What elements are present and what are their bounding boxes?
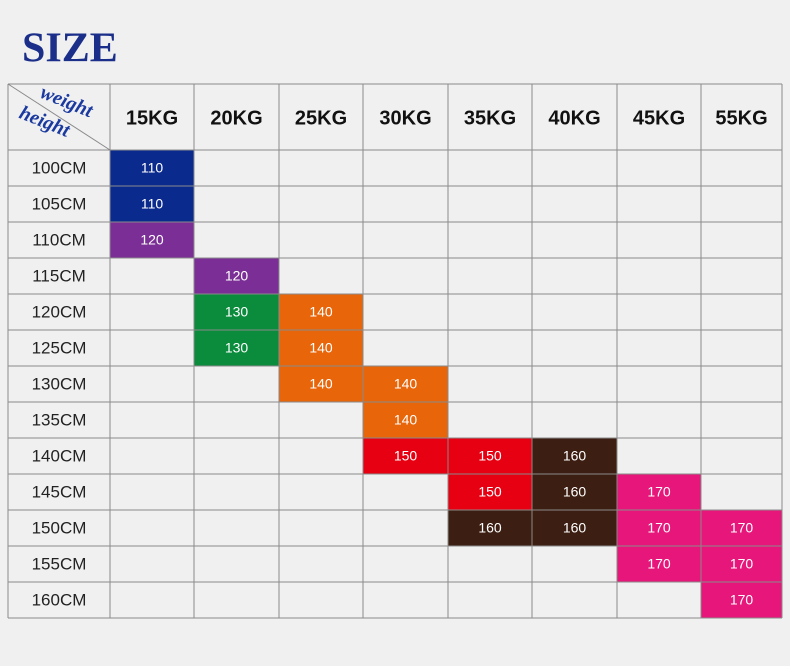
row-header: 130CM [32,374,87,393]
row-header: 105CM [32,194,87,213]
size-value: 110 [141,160,164,176]
size-cell [194,330,279,366]
size-value: 170 [647,484,671,500]
column-header: 40KG [548,107,600,129]
row-header: 140CM [32,446,87,465]
size-cell [110,186,194,222]
size-cell [532,474,617,510]
size-value: 160 [563,520,587,536]
size-cell [363,438,448,474]
size-value: 150 [478,484,502,500]
size-value: 140 [309,376,333,392]
size-cell [363,366,448,402]
row-header: 155CM [32,554,87,573]
size-value: 170 [730,592,754,608]
size-cell [532,510,617,546]
column-header: 15KG [126,107,178,129]
size-cell [448,438,532,474]
row-header: 145CM [32,482,87,501]
row-header: 135CM [32,410,87,429]
size-cell [279,330,363,366]
size-value: 170 [647,556,671,572]
row-header: 160CM [32,590,87,609]
size-value: 120 [140,232,164,248]
size-value: 130 [225,340,249,356]
size-cell [701,582,782,618]
row-header: 110CM [32,230,86,249]
size-cell [194,294,279,330]
size-cell [363,402,448,438]
size-cell [532,438,617,474]
row-header: 125CM [32,338,87,357]
column-header: 30KG [379,107,431,129]
size-cell [279,366,363,402]
size-value: 150 [394,448,418,464]
row-header: 150CM [32,518,87,537]
size-cell [701,546,782,582]
row-header: 120CM [32,302,87,321]
size-cell [617,474,701,510]
size-value: 140 [309,304,333,320]
size-cell [110,222,194,258]
size-value: 130 [225,304,249,320]
column-header: 25KG [295,107,347,129]
size-value: 160 [563,484,587,500]
size-cell [617,546,701,582]
size-cell [701,510,782,546]
column-header: 35KG [464,107,516,129]
size-value: 170 [730,556,754,572]
size-value: 170 [647,520,671,536]
size-cell [617,510,701,546]
size-cell [110,150,194,186]
size-value: 140 [394,412,418,428]
size-cell [448,474,532,510]
size-cell [194,258,279,294]
size-value: 140 [309,340,333,356]
size-value: 140 [394,376,418,392]
grid-lines [7,83,783,619]
size-value: 120 [225,268,249,284]
column-header: 55KG [715,107,767,129]
size-cell [448,510,532,546]
title: SIZE [22,26,118,72]
size-value: 160 [563,448,587,464]
size-value: 110 [141,196,164,212]
row-header: 100CM [32,158,87,177]
row-header: 115CM [32,266,86,285]
size-value: 150 [478,448,502,464]
size-value: 160 [478,520,502,536]
size-value: 170 [730,520,754,536]
table: 15KG 20KG 25KG 30KG 35KG 40KG 45KG 55KG 100CM 110… [32,107,782,618]
column-header: 20KG [210,107,262,129]
column-header: 45KG [633,107,685,129]
size-cell [279,294,363,330]
corner-diagonal [7,83,111,151]
